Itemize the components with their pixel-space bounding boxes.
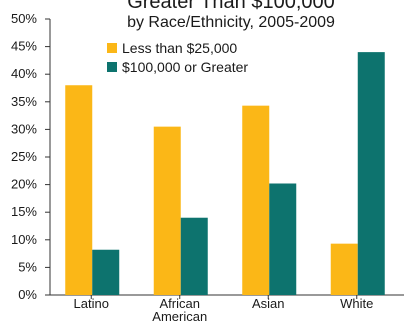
legend-label: $100,000 or Greater	[122, 59, 248, 75]
y-tick-label: 50%	[11, 11, 37, 26]
x-tick-label: Latino	[74, 296, 109, 311]
y-tick-label: 45%	[11, 39, 37, 54]
y-tick-label: 15%	[11, 204, 37, 219]
x-tick-label: Asian	[252, 296, 285, 311]
bar	[269, 183, 297, 295]
plot-area: 0% 5% 10% 15% 20% 25% 30% 35% 40% 45% 50% Latino Afr…	[11, 11, 404, 324]
y-tick-label: 35%	[11, 94, 37, 109]
y-tick-label: 25%	[11, 149, 37, 164]
legend-swatch	[107, 62, 117, 72]
legend: Less than $25,000 $100,000 or Greater	[107, 40, 248, 75]
bar	[153, 126, 181, 295]
x-tick-label: African American	[152, 296, 207, 324]
x-tick-label: White	[340, 296, 373, 311]
y-tick-label: 0%	[18, 287, 37, 302]
legend-swatch	[107, 43, 117, 53]
bar	[330, 243, 358, 295]
y-tick-label: 10%	[11, 232, 37, 247]
y-tick-label: 20%	[11, 177, 37, 192]
bar	[242, 105, 270, 295]
y-tick-label: 40%	[11, 66, 37, 81]
bar	[357, 52, 385, 296]
chart-title: Greater Than $100,000	[127, 0, 335, 13]
chart-subtitle: by Race/Ethnicity, 2005-2009	[127, 14, 335, 31]
bar	[92, 249, 120, 295]
bar	[180, 217, 208, 295]
bar	[65, 85, 93, 296]
legend-label: Less than $25,000	[122, 40, 237, 56]
y-tick-label: 30%	[11, 121, 37, 136]
y-tick-label: 5%	[18, 259, 37, 274]
